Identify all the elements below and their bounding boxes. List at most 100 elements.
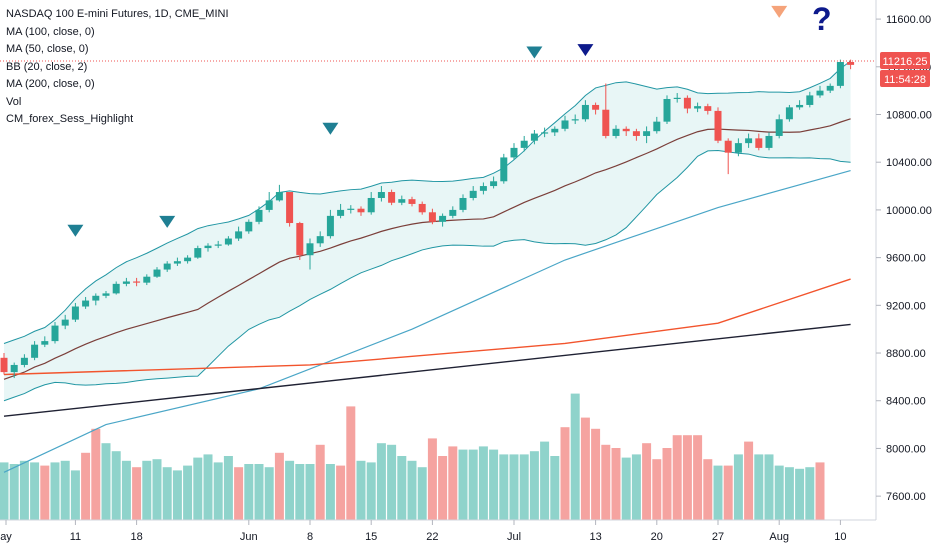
- countdown-badge: [880, 70, 930, 87]
- volume-bar: [478, 446, 488, 520]
- candle-body: [847, 62, 855, 65]
- price-tick-label: 9200.00: [886, 300, 926, 312]
- candle-body: [377, 192, 385, 198]
- candle-body: [286, 192, 294, 224]
- price-tick-label: 11600.00: [886, 14, 931, 26]
- candle-body: [612, 128, 620, 136]
- question-annotation: ?: [812, 1, 832, 37]
- volume-bar: [213, 462, 223, 520]
- ma200-line: [3, 323, 851, 417]
- candle-body: [398, 199, 406, 203]
- volume-bar: [458, 449, 468, 520]
- volume-bar: [621, 457, 631, 520]
- legend-ma100[interactable]: MA (100, close, 0): [6, 25, 95, 38]
- time-tick-label: ay: [0, 531, 12, 543]
- candle-body: [0, 357, 8, 373]
- candle-body: [775, 119, 783, 136]
- candle-body: [826, 85, 834, 91]
- volume-bar: [285, 460, 295, 520]
- last-price-label: 11216.25: [882, 56, 927, 68]
- volume-bar: [784, 467, 794, 520]
- candle-body: [31, 344, 39, 358]
- candle-body: [214, 244, 222, 246]
- volume-bars: [0, 393, 825, 520]
- legend-vol[interactable]: Vol: [6, 95, 22, 108]
- volume-bar: [723, 465, 733, 520]
- candle-body: [663, 98, 671, 122]
- volume-bar: [172, 470, 182, 520]
- candle-body: [316, 236, 324, 244]
- volume-bar: [223, 456, 233, 520]
- time-axis[interactable]: ay 11 18 Jun 8 15 22 Jul 13 20 27 Aug 10: [0, 520, 847, 543]
- price-tick-label: 7600.00: [886, 491, 926, 503]
- bb-lower-line: [3, 150, 851, 402]
- candle-body: [265, 200, 273, 210]
- candle-body: [520, 140, 528, 148]
- candle-body: [367, 197, 375, 213]
- volume-bar: [427, 438, 437, 520]
- volume-bar: [315, 444, 325, 520]
- candle-body: [296, 223, 304, 256]
- candle-body: [61, 319, 69, 326]
- time-tick-label: 13: [589, 531, 601, 543]
- volume-bar: [397, 456, 407, 520]
- volume-bar: [0, 462, 9, 520]
- ma100-line: [3, 278, 851, 376]
- ma50-line: [3, 169, 851, 473]
- candle-body: [561, 120, 569, 129]
- price-tick-label: 10000.00: [886, 205, 932, 217]
- volume-bar: [815, 462, 825, 520]
- candle-body: [388, 192, 396, 203]
- price-tick-label: 8000.00: [886, 443, 926, 455]
- candle-body: [796, 104, 804, 108]
- candle-body: [490, 181, 498, 187]
- candle-body: [51, 325, 59, 342]
- volume-bar: [550, 456, 560, 520]
- volume-bar: [81, 452, 91, 520]
- bollinger-band: [3, 60, 851, 402]
- volume-bar: [264, 467, 274, 520]
- volume-bar: [101, 443, 111, 520]
- candle-body: [102, 293, 110, 296]
- volume-bar: [642, 443, 652, 520]
- candle-body: [133, 281, 141, 283]
- candle-body: [449, 209, 457, 216]
- candle-body: [184, 257, 192, 262]
- volume-bar: [489, 449, 499, 520]
- candle-body: [785, 107, 793, 120]
- volume-bar: [611, 448, 621, 520]
- price-tick-label: 10400.00: [886, 157, 932, 169]
- volume-bar: [9, 464, 19, 520]
- volume-bar: [672, 435, 682, 520]
- volume-bar: [244, 464, 254, 520]
- time-tick-label: 15: [365, 531, 377, 543]
- legend-ma50[interactable]: MA (50, close, 0): [6, 43, 89, 55]
- candle-body: [724, 140, 732, 153]
- candle-body: [683, 97, 691, 109]
- legend-bb[interactable]: BB (20, close, 2): [6, 60, 88, 73]
- volume-bar: [631, 454, 641, 520]
- volume-bar: [580, 417, 590, 520]
- legend-ma200[interactable]: MA (200, close, 0): [6, 78, 95, 90]
- time-tick-label: Jul: [507, 531, 521, 543]
- symbol-title[interactable]: NASDAQ 100 E-mini Futures, 1D, CME_MINI: [6, 8, 229, 20]
- volume-bar: [91, 428, 101, 520]
- price-tick-label: 9600.00: [886, 253, 926, 265]
- candle-body: [439, 215, 447, 222]
- volume-bar: [529, 451, 539, 520]
- signal-markers: [67, 5, 788, 237]
- candle-body: [337, 209, 345, 216]
- candle-body: [541, 132, 549, 134]
- legend-sess[interactable]: CM_forex_Sess_Highlight: [6, 113, 134, 125]
- volume-bar: [805, 467, 815, 520]
- volume-bar: [417, 467, 427, 520]
- candle-body: [479, 186, 487, 191]
- candle-body: [20, 357, 28, 365]
- volume-bar: [795, 468, 805, 520]
- candle-body: [622, 128, 630, 132]
- volume-bar: [19, 460, 29, 520]
- price-tick-label: 8800.00: [886, 348, 926, 360]
- volume-bar: [305, 464, 315, 520]
- volume-bar: [774, 465, 784, 520]
